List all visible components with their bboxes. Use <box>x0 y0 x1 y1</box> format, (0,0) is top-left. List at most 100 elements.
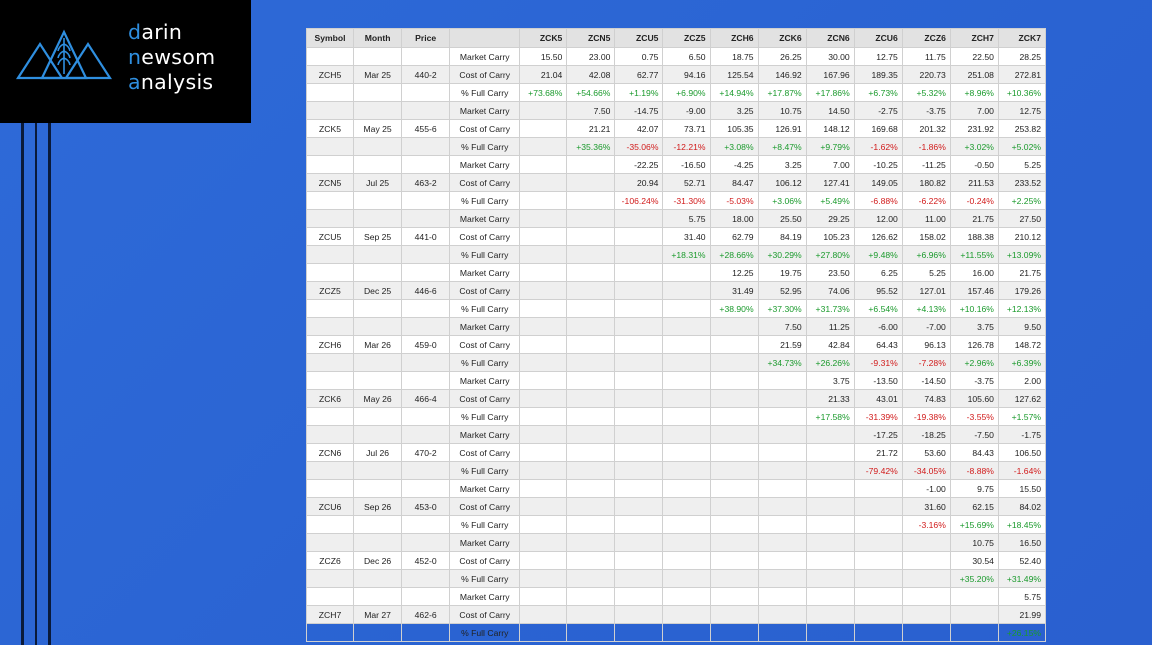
value-cell <box>566 407 616 426</box>
value-cell: 62.79 <box>709 227 759 246</box>
value-cell: +5.49% <box>805 191 855 210</box>
value-cell: -19.38% <box>901 407 951 426</box>
price-cell <box>401 299 451 318</box>
value-cell: -3.55% <box>949 407 999 426</box>
value-cell: -6.00 <box>853 317 903 336</box>
value-cell: 127.01 <box>901 281 951 300</box>
month-cell: May 26 <box>353 389 403 408</box>
value-cell: 167.96 <box>805 65 855 84</box>
value-cell: -79.42% <box>853 461 903 480</box>
value-cell: 9.75 <box>949 479 999 498</box>
month-cell: Mar 26 <box>353 335 403 354</box>
price-cell <box>401 263 451 282</box>
row-label-cell: % Full Carry <box>449 299 521 318</box>
value-cell: +30.29% <box>757 245 807 264</box>
value-cell <box>566 569 616 588</box>
value-cell: +26.26% <box>805 353 855 372</box>
value-cell <box>757 389 807 408</box>
value-cell <box>662 299 711 318</box>
value-cell: 19.75 <box>757 263 807 282</box>
value-cell: 16.50 <box>997 533 1047 552</box>
value-cell <box>519 461 568 480</box>
value-cell: 42.07 <box>614 119 664 138</box>
symbol-cell <box>305 191 355 210</box>
value-cell <box>662 533 711 552</box>
value-cell: +6.96% <box>901 245 951 264</box>
value-cell: 26.25 <box>757 47 807 66</box>
value-cell: -13.50 <box>853 371 903 390</box>
table-row-cost: ZCH5 Mar 25 440-2 Cost of Carry 21.04 42.08 62… <box>305 65 1047 84</box>
brand-logo: darin newsom analysis <box>0 0 251 123</box>
value-cell: 52.95 <box>757 281 807 300</box>
row-label-cell: Market Carry <box>449 479 521 498</box>
value-cell <box>614 533 664 552</box>
value-cell <box>662 389 711 408</box>
symbol-cell <box>305 101 355 120</box>
value-cell: 5.75 <box>662 209 711 228</box>
value-cell <box>566 461 616 480</box>
value-cell: 14.50 <box>805 101 855 120</box>
value-cell <box>614 461 664 480</box>
table-row-market: Market Carry 5.75 <box>305 587 1047 606</box>
column-header: ZCN5 <box>566 28 616 48</box>
value-cell <box>662 425 711 444</box>
value-cell <box>614 335 664 354</box>
value-cell: 106.12 <box>757 173 807 192</box>
month-cell: Dec 26 <box>353 551 403 570</box>
value-cell <box>805 623 855 642</box>
row-label-cell: Market Carry <box>449 587 521 606</box>
symbol-cell <box>305 371 355 390</box>
month-cell <box>353 425 403 444</box>
value-cell <box>662 497 711 516</box>
value-cell <box>805 605 855 624</box>
row-label-cell: Cost of Carry <box>449 173 521 192</box>
month-cell <box>353 407 403 426</box>
value-cell <box>662 263 711 282</box>
value-cell <box>519 533 568 552</box>
month-cell <box>353 191 403 210</box>
value-cell <box>519 569 568 588</box>
price-cell: 453-0 <box>401 497 451 516</box>
row-label-cell: Market Carry <box>449 371 521 390</box>
value-cell <box>614 443 664 462</box>
value-cell <box>566 623 616 642</box>
value-cell: 0.75 <box>614 47 664 66</box>
value-cell <box>662 317 711 336</box>
value-cell <box>853 533 903 552</box>
month-cell <box>353 371 403 390</box>
price-cell: 455-6 <box>401 119 451 138</box>
value-cell <box>709 623 759 642</box>
value-cell <box>757 569 807 588</box>
value-cell: -7.00 <box>901 317 951 336</box>
value-cell: 148.72 <box>997 335 1047 354</box>
month-cell <box>353 623 403 642</box>
value-cell: 9.50 <box>997 317 1047 336</box>
month-cell <box>353 317 403 336</box>
value-cell <box>519 101 568 120</box>
value-cell <box>662 371 711 390</box>
value-cell <box>805 587 855 606</box>
value-cell: 16.00 <box>949 263 999 282</box>
value-cell <box>949 587 999 606</box>
column-header: ZCU6 <box>853 28 903 48</box>
value-cell: 25.50 <box>757 209 807 228</box>
value-cell <box>519 335 568 354</box>
price-cell: 459-0 <box>401 335 451 354</box>
value-cell <box>662 569 711 588</box>
row-label-cell: Market Carry <box>449 47 521 66</box>
value-cell <box>566 173 616 192</box>
value-cell: +4.13% <box>901 299 951 318</box>
value-cell: 64.43 <box>853 335 903 354</box>
value-cell: +35.36% <box>566 137 616 156</box>
value-cell: +38.90% <box>709 299 759 318</box>
table-row-market: Market Carry 10.75 16.50 <box>305 533 1047 552</box>
value-cell: 52.71 <box>662 173 711 192</box>
value-cell <box>519 407 568 426</box>
value-cell <box>566 587 616 606</box>
value-cell <box>614 353 664 372</box>
symbol-cell <box>305 533 355 552</box>
table-row-market: Market Carry 5.75 18.00 25.50 29.25 12.00 11.0… <box>305 209 1047 228</box>
symbol-cell: ZCN5 <box>305 173 355 192</box>
symbol-cell: ZCZ6 <box>305 551 355 570</box>
value-cell: 6.50 <box>662 47 711 66</box>
